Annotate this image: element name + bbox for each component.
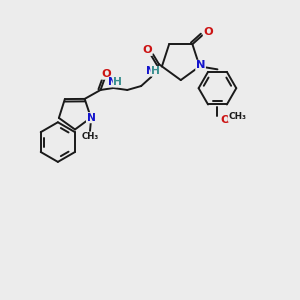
Text: O: O <box>220 115 230 125</box>
Text: O: O <box>142 45 152 56</box>
Text: N: N <box>196 60 206 70</box>
Text: CH₃: CH₃ <box>228 112 246 122</box>
Text: H: H <box>151 66 159 76</box>
Text: N: N <box>86 113 95 123</box>
Text: CH₃: CH₃ <box>81 132 99 141</box>
Text: H: H <box>113 77 122 87</box>
Text: N: N <box>146 66 154 76</box>
Text: O: O <box>102 69 111 79</box>
Text: N: N <box>108 77 117 87</box>
Text: O: O <box>203 27 213 37</box>
